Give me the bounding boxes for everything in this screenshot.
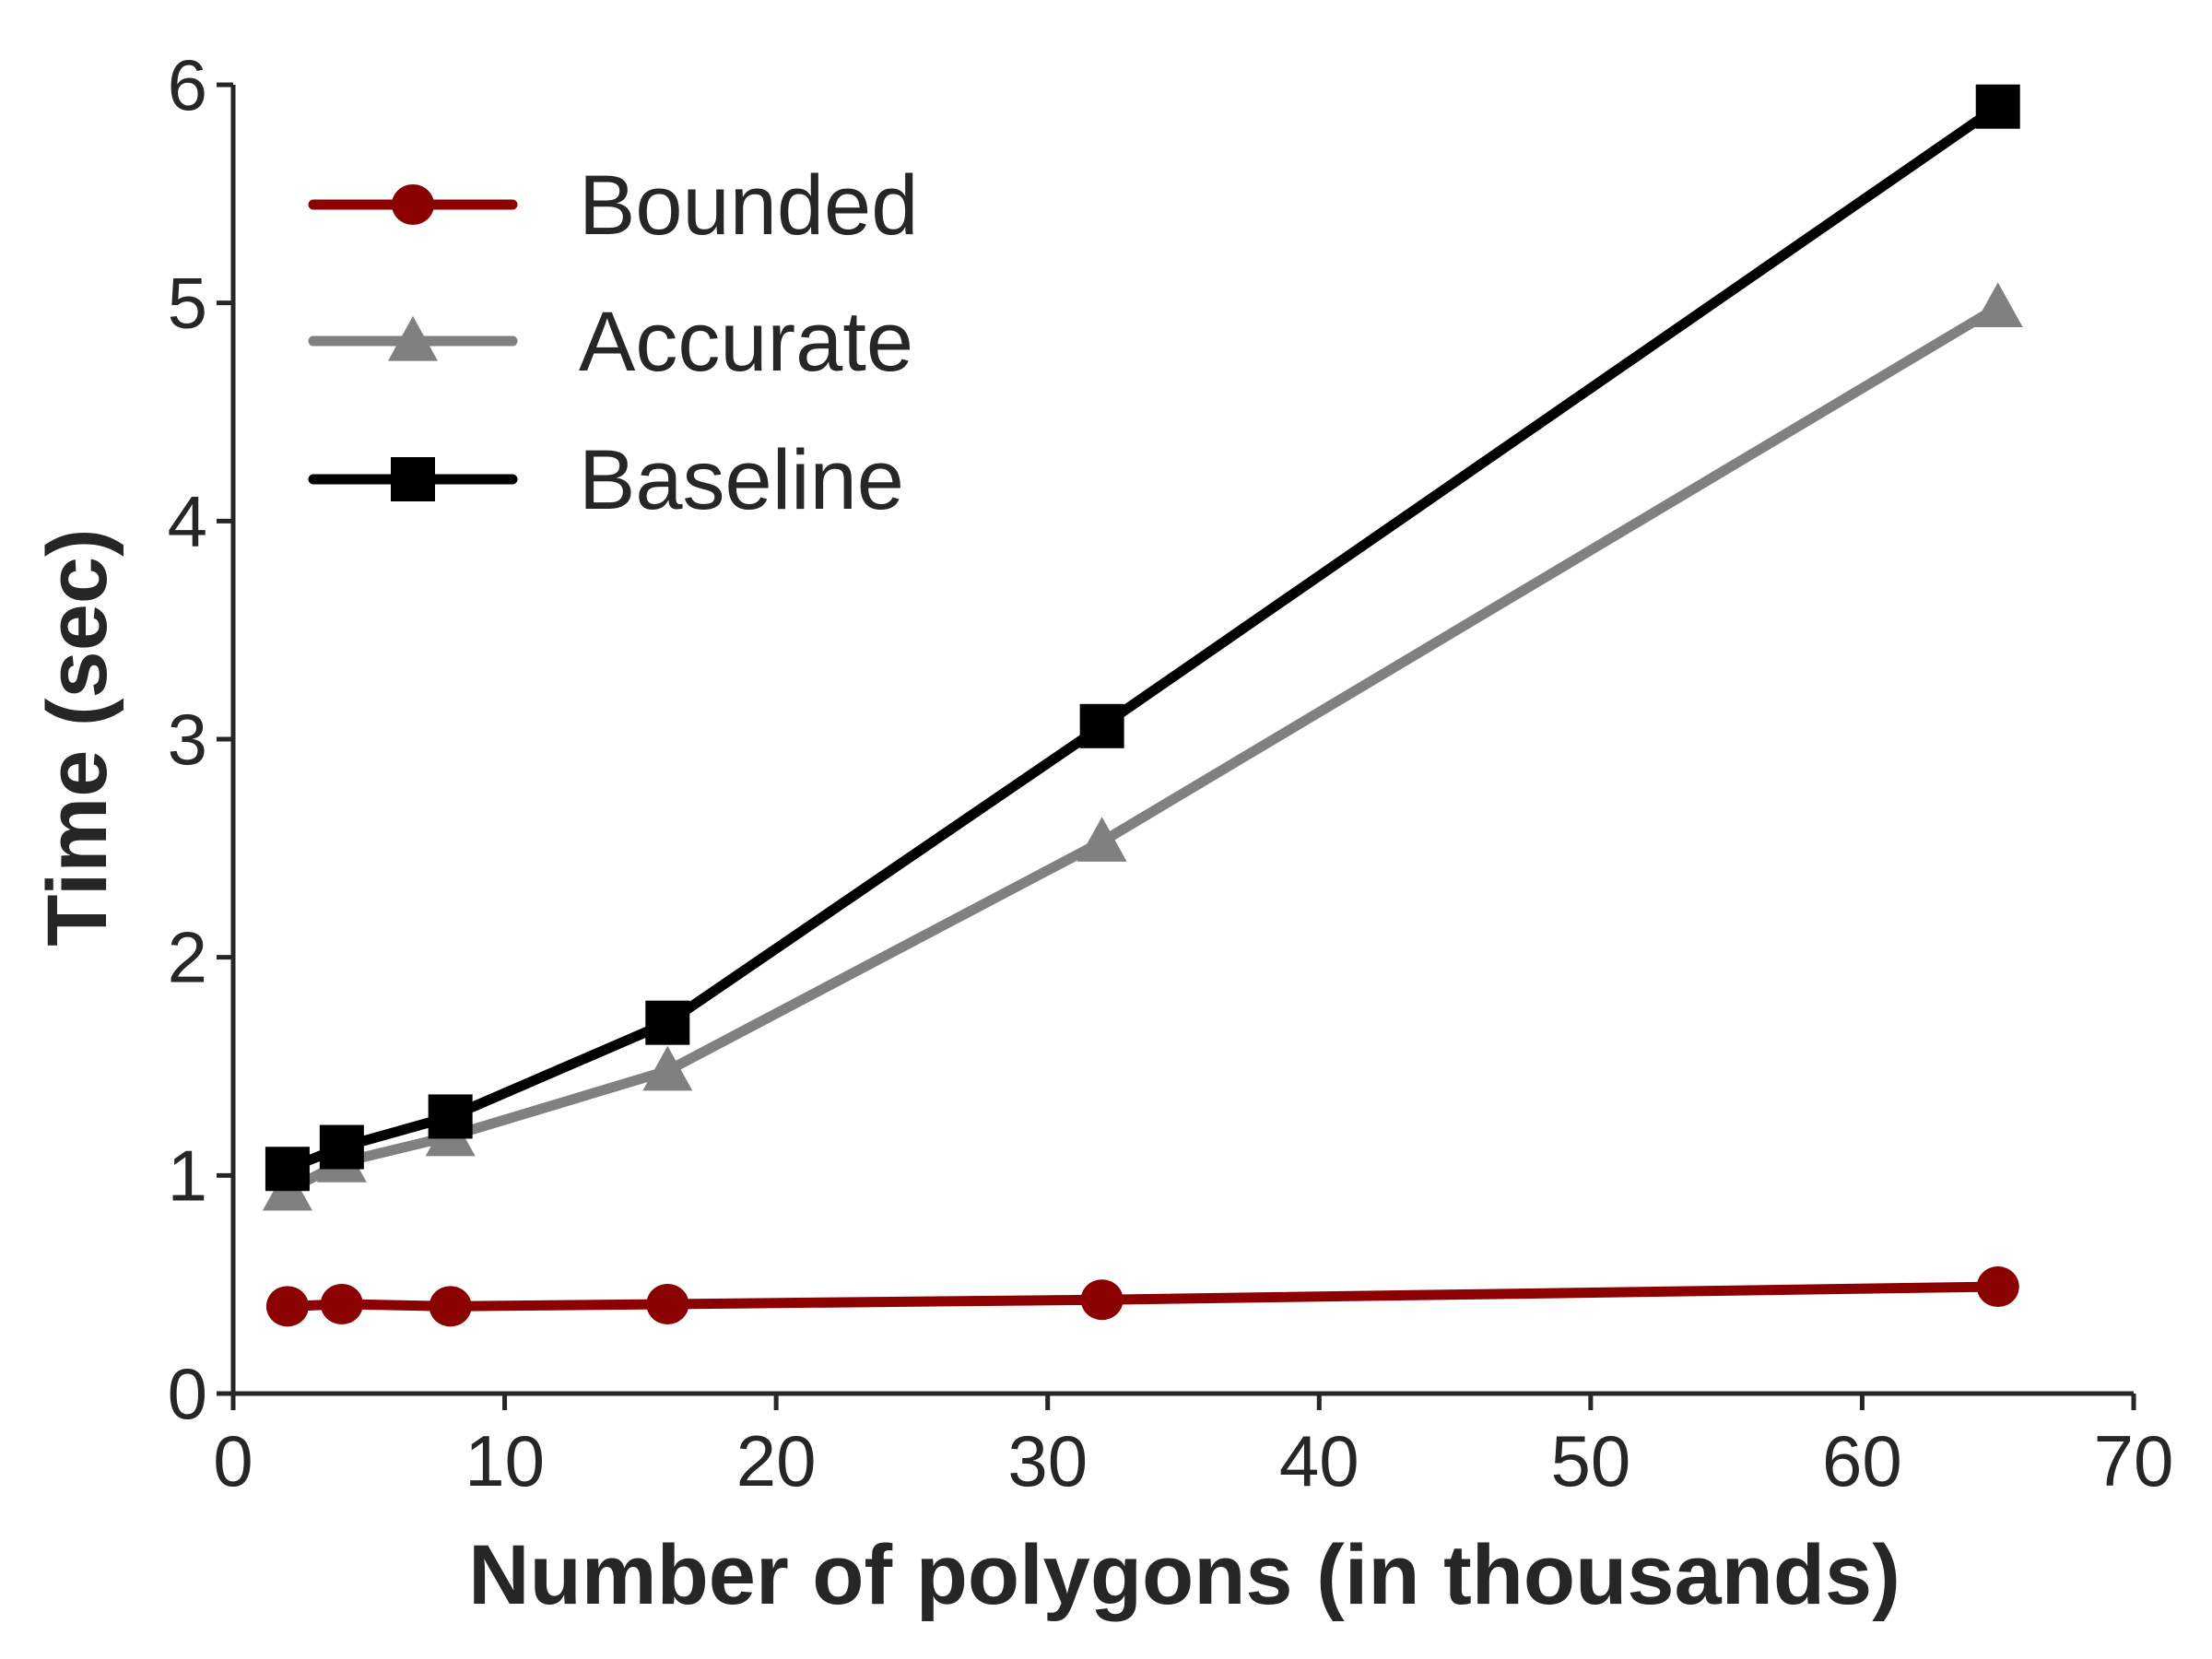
bounded-data-point-circle-marker bbox=[1976, 1266, 2019, 1308]
x-tick-label: 20 bbox=[736, 1420, 817, 1501]
baseline-data-point-square-marker bbox=[265, 1147, 310, 1192]
legend-accurate-label: Accurate bbox=[579, 295, 913, 389]
plot-area bbox=[262, 84, 2023, 1327]
accurate-data-point-triangle-marker bbox=[1972, 282, 2023, 327]
x-tick-label: 30 bbox=[1007, 1420, 1088, 1501]
baseline-data-point-square-marker bbox=[428, 1094, 473, 1139]
y-tick-label: 5 bbox=[168, 263, 207, 344]
y-tick-label: 1 bbox=[168, 1135, 207, 1216]
legend: Bounded Accurate Baseline bbox=[308, 159, 918, 527]
y-tick-label: 4 bbox=[168, 480, 207, 561]
x-tick-label: 10 bbox=[465, 1420, 545, 1501]
bounded-data-point-circle-marker bbox=[1080, 1279, 1124, 1321]
bounded-series-line bbox=[282, 1281, 2004, 1312]
legend-bounded-circle-marker bbox=[392, 184, 434, 225]
y-tick-label: 0 bbox=[168, 1353, 207, 1434]
bounded-data-point-circle-marker bbox=[265, 1286, 309, 1327]
x-axis-title: Number of polygons (in thousands) bbox=[468, 1528, 1900, 1622]
x-tick-label: 60 bbox=[1822, 1420, 1902, 1501]
baseline-data-point-square-marker bbox=[1079, 703, 1124, 748]
legend-baseline-label: Baseline bbox=[579, 433, 904, 527]
x-tick-label: 50 bbox=[1550, 1420, 1630, 1501]
bounded-data-point-circle-marker bbox=[320, 1283, 363, 1324]
baseline-data-point-square-marker bbox=[1975, 84, 2020, 129]
baseline-data-point-square-marker bbox=[645, 1000, 690, 1045]
baseline-series-line bbox=[282, 101, 2004, 1174]
y-tick-label: 6 bbox=[168, 44, 207, 125]
accurate-series-line bbox=[282, 301, 2004, 1196]
bounded-data-point-circle-marker bbox=[646, 1283, 689, 1324]
legend-baseline-square-marker bbox=[391, 457, 435, 501]
x-tick-label: 70 bbox=[2094, 1420, 2174, 1501]
legend-bounded-label: Bounded bbox=[579, 159, 918, 253]
y-axis-title: Time (sec) bbox=[30, 528, 124, 946]
y-tick-label: 2 bbox=[168, 917, 207, 998]
baseline-data-point-square-marker bbox=[319, 1124, 364, 1170]
bounded-data-point-circle-marker bbox=[429, 1286, 472, 1327]
legend-accurate-triangle-marker bbox=[388, 316, 438, 361]
y-tick-label: 3 bbox=[168, 699, 207, 780]
x-tick-label: 40 bbox=[1279, 1420, 1359, 1501]
x-tick-label: 0 bbox=[213, 1420, 253, 1501]
accurate-data-point-triangle-marker bbox=[642, 1045, 693, 1091]
accurate-data-point-triangle-marker bbox=[1077, 817, 1127, 862]
